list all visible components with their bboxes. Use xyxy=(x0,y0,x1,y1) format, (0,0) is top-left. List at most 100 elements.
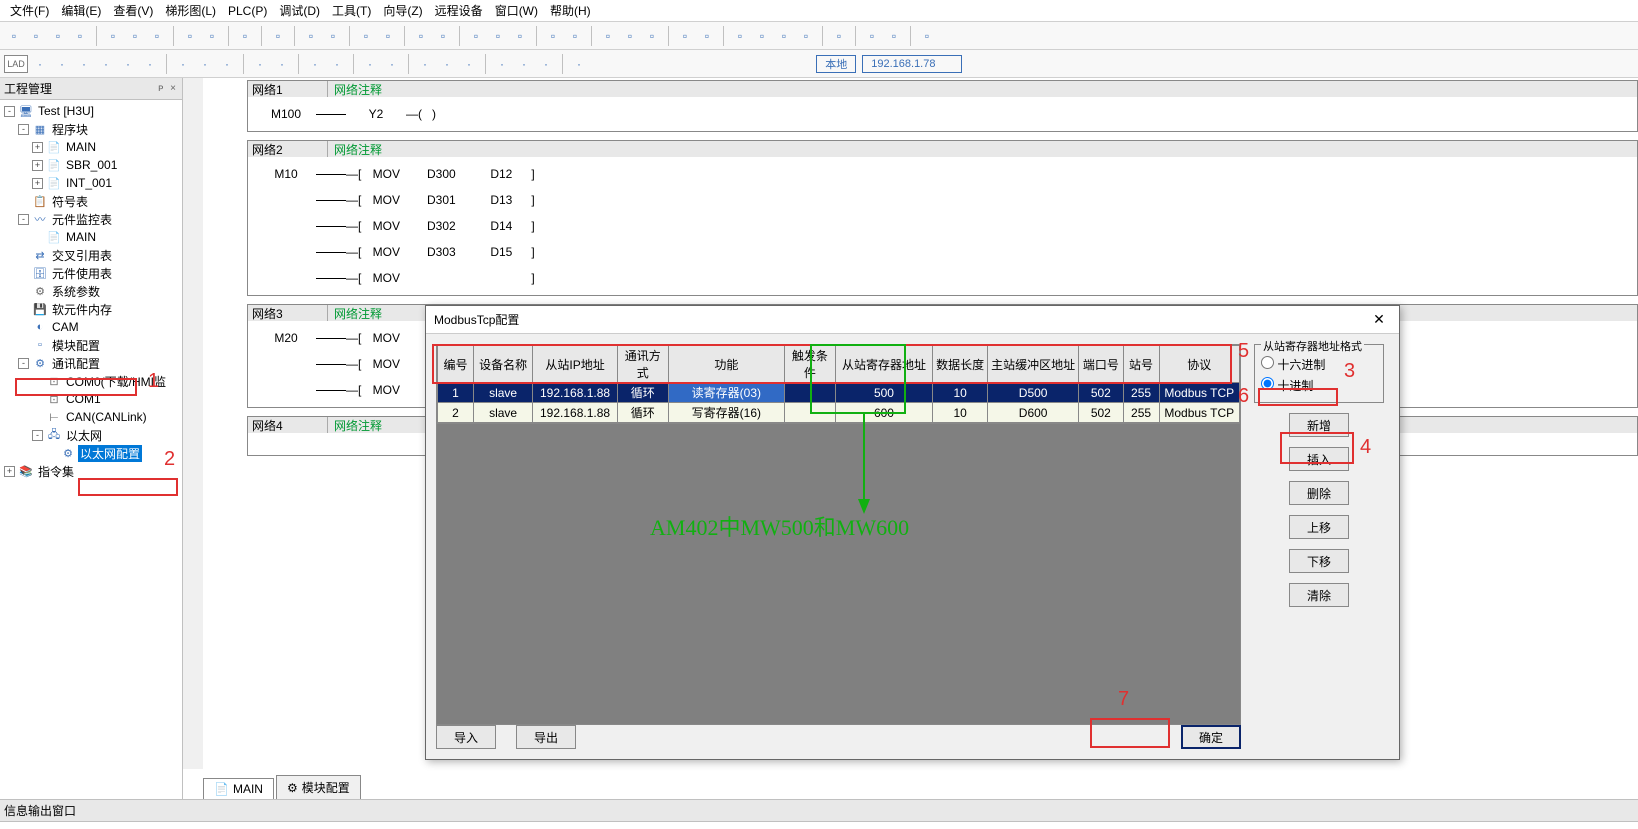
table-cell[interactable]: 600 xyxy=(835,403,932,423)
cut-icon[interactable]: ▫ xyxy=(103,26,123,46)
d1-icon[interactable]: ▫ xyxy=(917,26,937,46)
ladder-arr-r-icon[interactable]: · xyxy=(96,54,116,74)
v3-icon[interactable]: ▫ xyxy=(642,26,662,46)
expand-icon[interactable]: - xyxy=(32,430,43,441)
expand-icon[interactable]: + xyxy=(32,142,43,153)
moveup-button[interactable]: 上移 xyxy=(1289,515,1349,539)
table-header[interactable]: 从站IP地址 xyxy=(533,346,618,383)
menu-item[interactable]: 向导(Z) xyxy=(377,0,428,21)
ladder-rung[interactable]: —[MOVD303D15] xyxy=(256,239,1629,265)
tree-node[interactable]: -🖧以太网 xyxy=(0,426,182,444)
tree-node[interactable]: ⊢CAN(CANLink) xyxy=(0,408,182,426)
ladder-p-icon[interactable]: · xyxy=(514,54,534,74)
ladder-n-icon[interactable]: · xyxy=(536,54,556,74)
c2-icon[interactable]: ▫ xyxy=(884,26,904,46)
movedown-button[interactable]: 下移 xyxy=(1289,549,1349,573)
table-cell[interactable]: D600 xyxy=(988,403,1079,423)
table-header[interactable]: 触发条件 xyxy=(785,346,836,383)
ladder-coil-icon[interactable]: · xyxy=(217,54,237,74)
tree-node[interactable]: 📄MAIN xyxy=(0,228,182,246)
menu-item[interactable]: 帮助(H) xyxy=(544,0,597,21)
menu-item[interactable]: 编辑(E) xyxy=(55,0,107,21)
tree-node[interactable]: ⚙以太网配置 xyxy=(0,444,182,462)
menu-item[interactable]: 梯形图(L) xyxy=(159,0,222,21)
delete-button[interactable]: 删除 xyxy=(1289,481,1349,505)
table-header[interactable]: 站号 xyxy=(1123,346,1159,383)
expand-icon[interactable]: + xyxy=(4,466,15,477)
ladder-x-icon[interactable]: · xyxy=(492,54,512,74)
c1-icon[interactable]: ▫ xyxy=(862,26,882,46)
table-header[interactable]: 数据长度 xyxy=(933,346,988,383)
ok-button[interactable]: 确定 xyxy=(1181,725,1241,749)
project-tree[interactable]: -🖥Test [H3U]-▦程序块+📄MAIN+📄SBR_001+📄INT_00… xyxy=(0,100,182,799)
table-cell[interactable]: Modbus TCP xyxy=(1159,383,1239,403)
ladder-fn-c-icon[interactable]: · xyxy=(382,54,402,74)
clear-button[interactable]: 清除 xyxy=(1289,583,1349,607)
m1-icon[interactable]: ▫ xyxy=(411,26,431,46)
b1-icon[interactable]: ▫ xyxy=(829,26,849,46)
add-button[interactable]: 新增 xyxy=(1289,413,1349,437)
mon-icon[interactable]: ▫ xyxy=(697,26,717,46)
table-cell[interactable]: 502 xyxy=(1079,403,1123,423)
insert-button[interactable]: 插入 xyxy=(1289,447,1349,471)
ladder-arr-l-icon[interactable]: · xyxy=(74,54,94,74)
a1-icon[interactable]: ▫ xyxy=(730,26,750,46)
v2-icon[interactable]: ▫ xyxy=(620,26,640,46)
table-cell[interactable]: 1 xyxy=(438,383,474,403)
ladder-arr-d-icon[interactable]: · xyxy=(140,54,160,74)
table-header[interactable]: 协议 xyxy=(1159,346,1239,383)
tree-node[interactable]: +📄MAIN xyxy=(0,138,182,156)
expand-icon[interactable]: + xyxy=(32,178,43,189)
ladder-rung[interactable]: M100Y2—( ) xyxy=(256,101,1629,127)
ladder-network[interactable]: 网络1网络注释M100Y2—( ) xyxy=(247,80,1638,132)
new-icon[interactable]: ▫ xyxy=(4,26,24,46)
menu-item[interactable]: PLC(P) xyxy=(222,2,273,20)
tree-node[interactable]: -⚙通讯配置 xyxy=(0,354,182,372)
find-icon[interactable]: ▫ xyxy=(268,26,288,46)
ladder-cn-o-icon[interactable]: · xyxy=(305,54,325,74)
lad-mode[interactable]: LAD xyxy=(4,55,28,73)
expand-icon[interactable]: - xyxy=(4,106,15,117)
menu-item[interactable]: 调试(D) xyxy=(273,0,326,21)
a4-icon[interactable]: ▫ xyxy=(796,26,816,46)
delete-icon[interactable]: ▫ xyxy=(235,26,255,46)
saveall-icon[interactable]: ▫ xyxy=(70,26,90,46)
table-cell[interactable] xyxy=(785,383,836,403)
tree-node[interactable]: ⚙系统参数 xyxy=(0,282,182,300)
print-icon[interactable]: ▫ xyxy=(301,26,321,46)
ladder-br-c-icon[interactable]: · xyxy=(272,54,292,74)
ladder-line-icon[interactable]: · xyxy=(569,54,589,74)
editor-tab[interactable]: 📄MAIN xyxy=(203,778,274,799)
ladder-fn-o-icon[interactable]: · xyxy=(360,54,380,74)
tree-node[interactable]: -🖥Test [H3U] xyxy=(0,102,182,120)
table-cell[interactable] xyxy=(785,403,836,423)
ladder-rung[interactable]: —[MOVD302D14] xyxy=(256,213,1629,239)
grp2-icon[interactable]: ▫ xyxy=(378,26,398,46)
table-cell[interactable]: slave xyxy=(473,383,532,403)
expand-icon[interactable]: + xyxy=(32,160,43,171)
menu-item[interactable]: 窗口(W) xyxy=(489,0,544,21)
ladder-h2-icon[interactable]: · xyxy=(437,54,457,74)
table-header[interactable]: 编号 xyxy=(438,346,474,383)
tree-node[interactable]: 🗄元件使用表 xyxy=(0,264,182,282)
copy-icon[interactable]: ▫ xyxy=(125,26,145,46)
table-cell[interactable]: 循环 xyxy=(617,403,668,423)
tree-node[interactable]: ◐CAM xyxy=(0,318,182,336)
ladder-S-icon[interactable]: · xyxy=(30,54,50,74)
dl-icon[interactable]: ▫ xyxy=(543,26,563,46)
connection-ip[interactable]: 192.168.1.78 xyxy=(862,55,962,73)
table-cell[interactable]: 循环 xyxy=(617,383,668,403)
tree-node[interactable]: -▦程序块 xyxy=(0,120,182,138)
ladder-S-icon[interactable]: · xyxy=(52,54,72,74)
a3-icon[interactable]: ▫ xyxy=(774,26,794,46)
ladder-br-o-icon[interactable]: · xyxy=(250,54,270,74)
expand-icon[interactable]: - xyxy=(18,124,29,135)
table-cell[interactable]: 255 xyxy=(1123,383,1159,403)
table-cell[interactable]: 502 xyxy=(1079,383,1123,403)
tree-node[interactable]: -〰元件监控表 xyxy=(0,210,182,228)
ladder-no-icon[interactable]: · xyxy=(173,54,193,74)
expand-icon[interactable]: - xyxy=(18,214,29,225)
table-cell[interactable]: D500 xyxy=(988,383,1079,403)
ul-icon[interactable]: ▫ xyxy=(565,26,585,46)
ladder-rung[interactable]: —[MOVD301D13] xyxy=(256,187,1629,213)
